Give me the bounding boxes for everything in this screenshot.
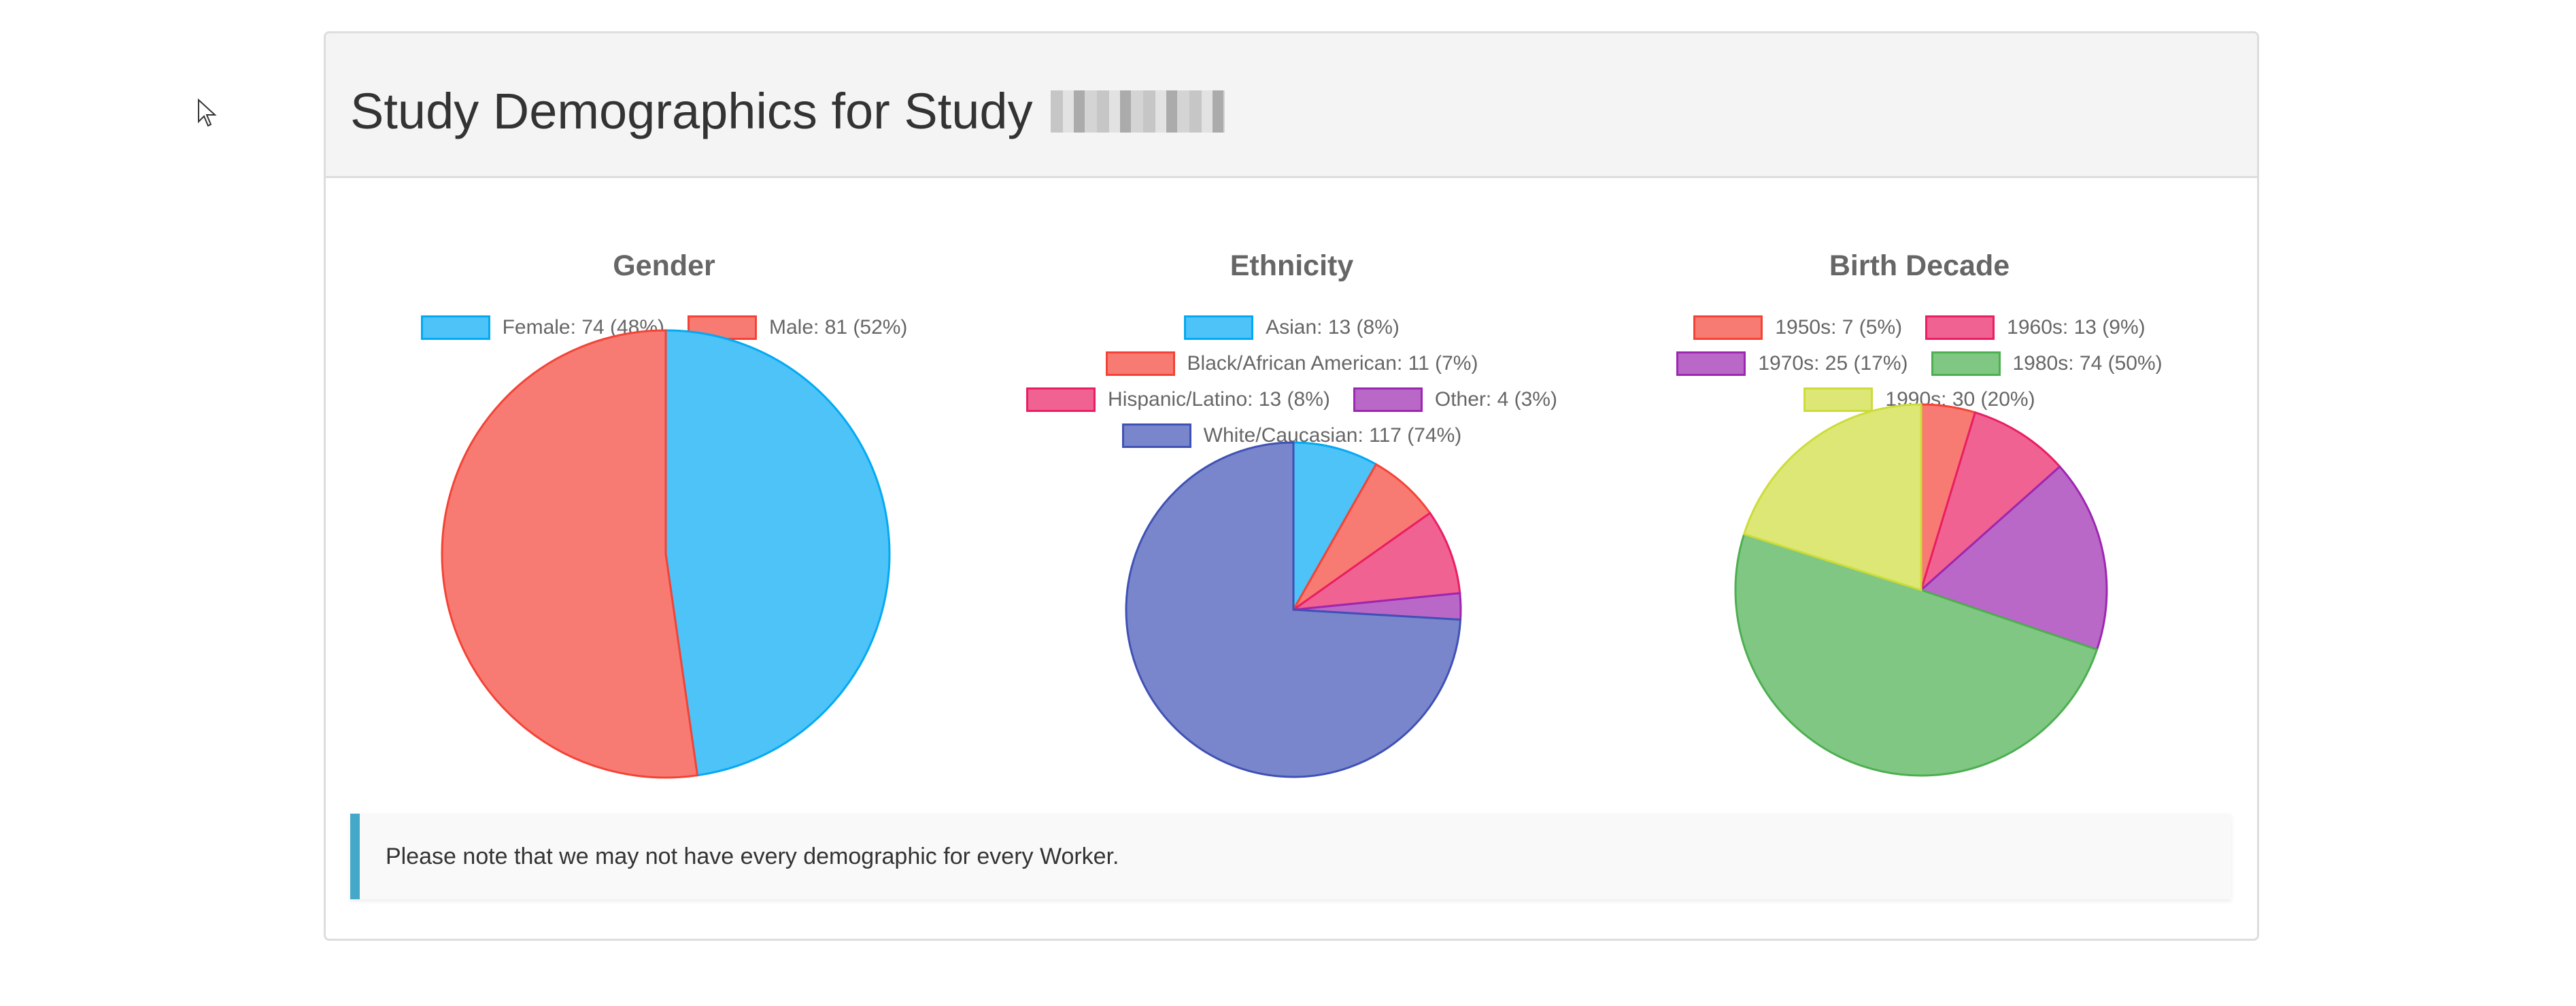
mouse-cursor-icon	[198, 99, 217, 127]
legend-label: Black/African American: 11 (7%)	[1187, 352, 1478, 375]
legend-label: Asian: 13 (8%)	[1266, 316, 1400, 339]
pie-slice-1960s[interactable]	[1919, 411, 2062, 593]
chart-title: Gender	[613, 249, 715, 282]
note-text: Please note that we may not have every d…	[386, 844, 1119, 869]
legend-label: Hispanic/Latino: 13 (8%)	[1108, 388, 1330, 411]
legend-item[interactable]: Other: 4 (3%)	[1353, 387, 1557, 412]
legend-swatch	[1184, 315, 1254, 340]
legend-item[interactable]: Asian: 13 (8%)	[1184, 315, 1400, 340]
page-title-text: Study Demographics for Study	[350, 83, 1033, 139]
legend-item[interactable]: 1960s: 13 (9%)	[1925, 315, 2146, 340]
legend-item[interactable]: 1970s: 25 (17%)	[1676, 351, 1908, 376]
legend-swatch	[1676, 351, 1746, 376]
pie-chart	[1125, 441, 1462, 778]
legend-label: Other: 4 (3%)	[1434, 388, 1557, 411]
pie-chart	[441, 329, 891, 779]
legend-item[interactable]: Black/African American: 11 (7%)	[1105, 351, 1478, 376]
chart-legend: 1950s: 7 (5%) 1960s: 13 (9%) 1970s: 25 (17…	[1644, 315, 2195, 412]
pie-slice-1970s[interactable]	[1919, 465, 2108, 651]
ethnicity-chart: Ethnicity Asian: 13 (8%) Black/African Am…	[978, 207, 1606, 819]
pie-slice-white-caucasian[interactable]	[1125, 441, 1462, 778]
legend-item[interactable]: Hispanic/Latino: 13 (8%)	[1026, 387, 1330, 412]
page-title: Study Demographics for Study	[350, 82, 1225, 140]
legend-swatch	[1693, 315, 1763, 340]
legend-item[interactable]: White/Caucasian: 117 (74%)	[1121, 423, 1462, 448]
legend-item[interactable]: 1950s: 7 (5%)	[1693, 315, 1903, 340]
birth-decade-chart: Birth Decade 1950s: 7 (5%) 1960s: 13 (9%)…	[1606, 207, 2233, 819]
legend-swatch	[1353, 387, 1423, 412]
legend-swatch	[1026, 387, 1096, 412]
pie-slice-1980s[interactable]	[1734, 532, 2099, 777]
legend-swatch	[420, 315, 490, 340]
legend-label: 1970s: 25 (17%)	[1758, 352, 1908, 375]
panel-header: Study Demographics for Study	[326, 33, 2257, 178]
legend-label: Male: 81 (52%)	[769, 316, 908, 339]
pie-slice-female[interactable]	[664, 329, 891, 777]
pie-chart	[1734, 403, 2108, 777]
demographics-panel: Study Demographics for Study Gender Fema…	[324, 31, 2259, 941]
demographics-note: Please note that we may not have every d…	[350, 814, 2231, 899]
chart-title: Birth Decade	[1829, 249, 2010, 282]
legend-swatch	[1803, 387, 1874, 412]
gender-chart: Gender Female: 74 (48%) Male: 81 (52%)	[350, 207, 978, 819]
legend-label: 1980s: 74 (50%)	[2012, 352, 2163, 375]
pie-slice-black-african-american[interactable]	[1292, 463, 1431, 611]
redacted-study-id	[1050, 90, 1225, 133]
legend-swatch	[1931, 351, 2001, 376]
legend-label: 1950s: 7 (5%)	[1775, 316, 1903, 339]
legend-swatch	[1121, 423, 1191, 448]
legend-label: White/Caucasian: 117 (74%)	[1203, 424, 1462, 447]
legend-label: 1960s: 13 (9%)	[2007, 316, 2146, 339]
pie-slice-1990s[interactable]	[1742, 403, 1922, 592]
pie-slice-asian[interactable]	[1292, 441, 1378, 614]
chart-title: Ethnicity	[1230, 249, 1354, 282]
legend-item[interactable]: 1980s: 74 (50%)	[1931, 351, 2163, 376]
pie-slice-hispanic-latino[interactable]	[1289, 511, 1461, 612]
pie-slice-male[interactable]	[441, 329, 699, 779]
chart-legend: Asian: 13 (8%) Black/African American: 11…	[1017, 315, 1567, 448]
legend-swatch	[1105, 351, 1175, 376]
legend-swatch	[1925, 315, 1995, 340]
